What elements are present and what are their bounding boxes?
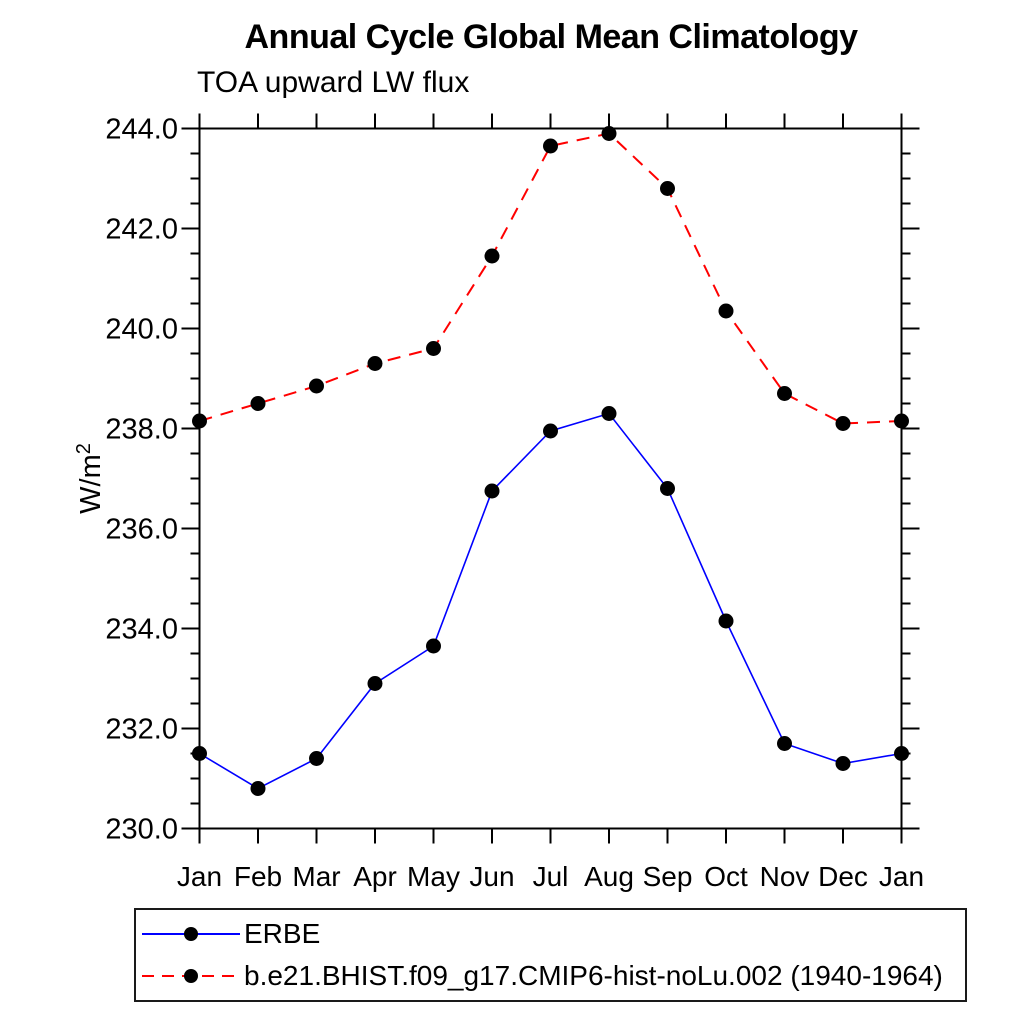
svg-text:Nov: Nov (760, 861, 810, 892)
series-line-erbe (199, 412, 902, 790)
chart-subtitle: TOA upward LW flux (197, 66, 470, 99)
svg-text:Jan: Jan (177, 861, 222, 892)
svg-text:Dec: Dec (818, 861, 868, 892)
x-axis-tick-labels: Jan Feb Mar Apr May Jun Jul Aug Sep Oct Nov Dec Jan (177, 861, 924, 892)
svg-text:May: May (407, 861, 460, 892)
legend-label-erbe: ERBE (244, 918, 321, 949)
legend-label-model: b.e21.BHIST.f09_g17.CMIP6-hist-noLu.002 … (244, 960, 943, 991)
svg-text:238.0: 238.0 (105, 414, 178, 446)
y-axis-tick-labels: 230.0 232.0 234.0 236.0 238.0 240.0 242.0 244.0 (105, 114, 178, 846)
svg-text:240.0: 240.0 (105, 314, 178, 346)
svg-text:Feb: Feb (234, 861, 282, 892)
svg-text:234.0: 234.0 (105, 614, 178, 646)
axis-ticks (181, 113, 920, 844)
series-markers-model (192, 126, 909, 431)
legend-item-erbe: ERBE (138, 913, 965, 955)
legend-box: ERBE b.e21.BHIST.f09_g17.CMIP6-hist-noLu… (134, 908, 967, 1002)
svg-text:Oct: Oct (704, 861, 748, 892)
svg-text:244.0: 244.0 (105, 114, 178, 146)
svg-text:Jul: Jul (533, 861, 569, 892)
svg-text:Jun: Jun (469, 861, 514, 892)
svg-text:236.0: 236.0 (105, 514, 178, 546)
svg-text:Mar: Mar (292, 861, 340, 892)
y-axis-title: W/m2 (73, 443, 107, 514)
series-markers-erbe (192, 406, 909, 796)
series-line-model (199, 132, 902, 425)
svg-text:Sep: Sep (643, 861, 693, 892)
svg-text:Jan: Jan (879, 861, 924, 892)
svg-text:Apr: Apr (353, 861, 397, 892)
plot-frame (198, 127, 903, 830)
legend-key-solid-line-icon (142, 927, 240, 941)
svg-text:Aug: Aug (584, 861, 634, 892)
svg-text:232.0: 232.0 (105, 714, 178, 746)
svg-text:242.0: 242.0 (105, 214, 178, 246)
legend-key-dashed-line-icon (142, 969, 240, 983)
chart-title: Annual Cycle Global Mean Climatology (244, 18, 859, 56)
svg-text:230.0: 230.0 (105, 814, 178, 846)
legend-item-model: b.e21.BHIST.f09_g17.CMIP6-hist-noLu.002 … (138, 955, 965, 997)
